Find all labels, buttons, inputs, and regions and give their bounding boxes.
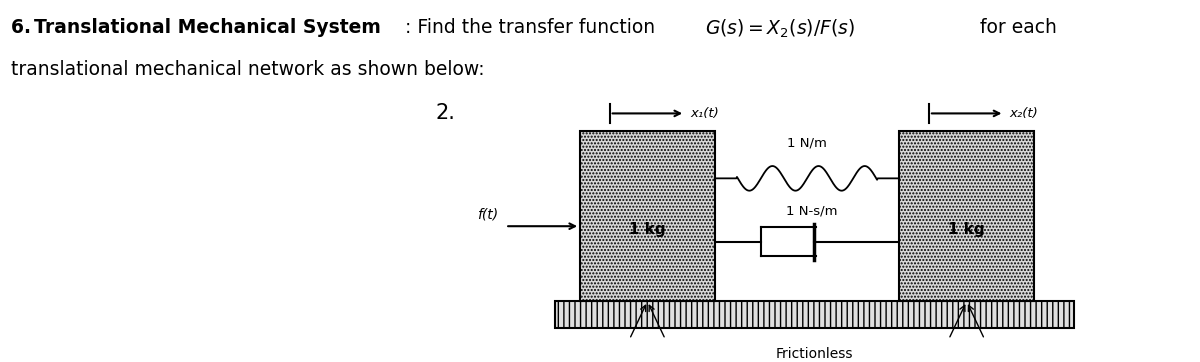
Text: translational mechanical network as shown below:: translational mechanical network as show… xyxy=(11,60,485,79)
Text: $G(s) = X_2(s)/F(s)$: $G(s) = X_2(s)/F(s)$ xyxy=(704,17,854,40)
Text: 2.: 2. xyxy=(436,103,455,123)
Text: for each: for each xyxy=(974,17,1057,37)
Bar xyxy=(556,302,1074,328)
Text: 1 N-s/m: 1 N-s/m xyxy=(786,205,838,218)
Bar xyxy=(556,302,1074,328)
Text: 6.: 6. xyxy=(11,17,38,37)
Bar xyxy=(580,131,715,302)
Text: x₁(t): x₁(t) xyxy=(690,107,719,120)
Text: Translational Mechanical System: Translational Mechanical System xyxy=(35,17,382,37)
Bar xyxy=(580,131,715,302)
Text: Frictionless: Frictionless xyxy=(775,347,853,361)
Bar xyxy=(899,131,1034,302)
Text: 1 kg: 1 kg xyxy=(948,222,985,237)
Text: : Find the transfer function: : Find the transfer function xyxy=(406,17,661,37)
Text: 1 kg: 1 kg xyxy=(629,222,666,237)
Text: x₂(t): x₂(t) xyxy=(1009,107,1038,120)
Text: f(t): f(t) xyxy=(478,208,498,222)
Bar xyxy=(899,131,1034,302)
Text: 1 N/m: 1 N/m xyxy=(787,137,827,150)
